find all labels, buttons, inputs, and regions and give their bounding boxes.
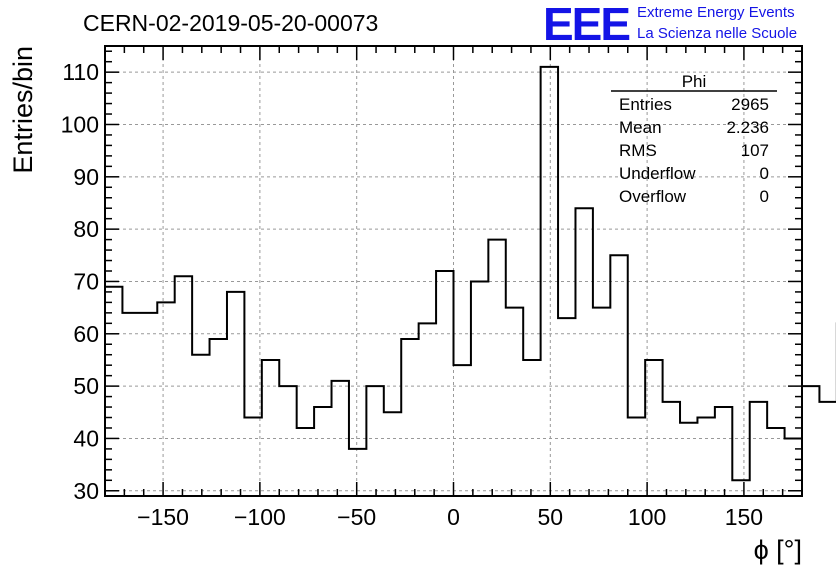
histogram-bin xyxy=(140,313,157,496)
histogram-bin xyxy=(785,438,802,496)
histogram-bin xyxy=(105,287,122,496)
stats-label: Overflow xyxy=(619,187,687,206)
x-tick-label: −150 xyxy=(137,504,189,530)
histogram-bin xyxy=(349,449,366,496)
x-tick-label: 50 xyxy=(538,504,564,530)
x-tick-label: 150 xyxy=(725,504,763,530)
axis-ticks xyxy=(105,46,802,496)
histogram-bin xyxy=(227,292,244,496)
x-tick-label: 100 xyxy=(628,504,666,530)
histogram-bin xyxy=(454,365,471,496)
stats-value: 107 xyxy=(741,141,769,160)
y-tick-label: 90 xyxy=(73,164,99,190)
histogram-bin xyxy=(750,402,767,496)
stats-label: Underflow xyxy=(619,164,696,183)
histogram-bin xyxy=(819,402,836,496)
histogram-bin xyxy=(244,418,261,496)
x-axis-title: ϕ [°] xyxy=(754,535,802,565)
y-tick-label: 70 xyxy=(73,268,99,294)
x-tick-label: −50 xyxy=(337,504,376,530)
y-tick-label: 40 xyxy=(73,425,99,451)
logo-line-2: La Scienza nelle Scuole xyxy=(637,25,798,42)
x-tick-labels: −150 −100 −50 0 50 100 150 xyxy=(137,504,763,530)
histogram-bin xyxy=(436,271,453,496)
y-tick-label: 100 xyxy=(61,111,99,137)
histogram-bin xyxy=(488,240,505,496)
histogram-bin xyxy=(610,255,627,496)
histogram-bin xyxy=(523,360,540,496)
eee-logo: EEE xyxy=(543,0,631,50)
y-tick-label: 30 xyxy=(73,478,99,504)
histogram-bin xyxy=(192,355,209,496)
histogram-bin xyxy=(732,480,749,496)
logo-line-1: Extreme Energy Events xyxy=(637,4,795,21)
y-tick-label: 110 xyxy=(62,59,99,85)
histogram-bin xyxy=(384,412,401,496)
histogram-bin xyxy=(715,407,732,496)
stats-box-name: Phi xyxy=(682,72,707,91)
histogram-bin xyxy=(506,308,523,496)
stats-label: RMS xyxy=(619,141,657,160)
plot-frame xyxy=(104,45,803,497)
histogram-bin xyxy=(175,276,192,496)
histogram-bin xyxy=(297,428,314,496)
histogram-bin xyxy=(366,386,383,496)
histogram-bin xyxy=(262,360,279,496)
histogram-bin xyxy=(419,323,436,496)
stats-box: Phi Entries 2965 Mean 2.236 RMS 107 Underflow 0 O… xyxy=(611,72,777,206)
stats-label: Mean xyxy=(619,118,662,137)
histogram-bin xyxy=(802,386,819,496)
histogram-bin xyxy=(279,386,296,496)
histogram-bin xyxy=(680,423,697,496)
histogram-bin xyxy=(122,313,139,496)
y-tick-labels: 30 40 50 60 70 80 90 100 110 xyxy=(61,59,99,504)
stats-value: 2965 xyxy=(731,95,769,114)
stats-value: 2.236 xyxy=(726,118,769,137)
histogram-bin xyxy=(697,418,714,496)
y-tick-label: 60 xyxy=(73,321,99,347)
x-tick-label: 0 xyxy=(447,504,460,530)
y-axis-title: Entries/bin xyxy=(8,46,38,174)
histogram-bin xyxy=(628,418,645,496)
stats-value: 0 xyxy=(760,164,769,183)
histogram-bin xyxy=(401,339,418,496)
histogram-bin xyxy=(210,339,227,496)
histogram-bin xyxy=(575,208,592,496)
chart-title: CERN-02-2019-05-20-00073 xyxy=(83,10,379,36)
histogram-bin xyxy=(332,381,349,496)
stats-label: Entries xyxy=(619,95,672,114)
y-tick-label: 50 xyxy=(73,373,99,399)
stats-value: 0 xyxy=(760,187,769,206)
histogram-bin xyxy=(314,407,331,496)
x-tick-label: −100 xyxy=(234,504,286,530)
histogram-bin xyxy=(767,428,784,496)
histogram-bin xyxy=(471,281,488,496)
y-tick-label: 80 xyxy=(73,216,99,242)
histogram-bin xyxy=(593,308,610,496)
histogram-bin xyxy=(663,402,680,496)
histogram-bin xyxy=(558,318,575,496)
histogram-bin xyxy=(541,67,558,496)
histogram-bin xyxy=(157,302,174,496)
histogram-series xyxy=(105,65,836,482)
histogram-bin xyxy=(645,360,662,496)
